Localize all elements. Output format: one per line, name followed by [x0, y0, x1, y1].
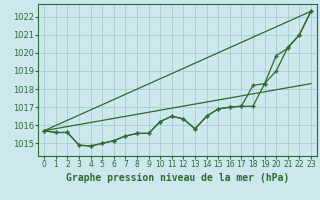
X-axis label: Graphe pression niveau de la mer (hPa): Graphe pression niveau de la mer (hPa) — [66, 173, 289, 183]
